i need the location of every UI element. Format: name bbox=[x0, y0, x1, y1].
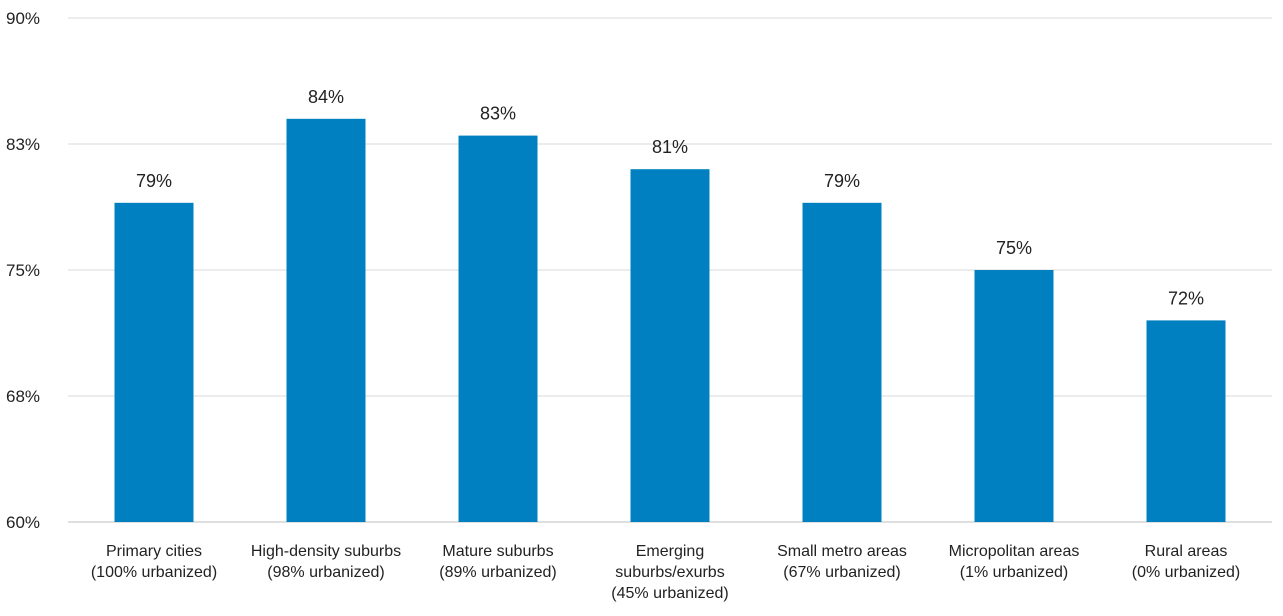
y-tick-label: 60% bbox=[6, 513, 40, 532]
y-tick-label: 90% bbox=[6, 9, 40, 28]
bar bbox=[1146, 320, 1226, 522]
x-tick-label: Primary cities (100% urbanized) bbox=[91, 543, 217, 581]
x-tick-label-line: (67% urbanized) bbox=[783, 564, 900, 581]
data-label: 84% bbox=[308, 87, 344, 107]
x-tick-label-line: (89% urbanized) bbox=[439, 564, 556, 581]
x-tick-label-line: (1% urbanized) bbox=[960, 564, 1069, 581]
bars bbox=[114, 118, 1226, 523]
bar bbox=[974, 270, 1054, 522]
x-tick-label-line: Small metro areas bbox=[777, 543, 907, 560]
data-label: 72% bbox=[1168, 288, 1204, 308]
x-tick-label: Mature suburbs (89% urbanized) bbox=[439, 543, 556, 581]
x-tick-label: Micropolitan areas (1% urbanized) bbox=[949, 543, 1080, 581]
data-label: 81% bbox=[652, 137, 688, 157]
bar bbox=[802, 202, 882, 523]
y-tick-label: 68% bbox=[6, 387, 40, 406]
x-tick-label-line: High-density suburbs bbox=[251, 543, 401, 560]
data-label: 75% bbox=[996, 238, 1032, 258]
bar bbox=[630, 169, 710, 522]
x-tick-label-line: Micropolitan areas bbox=[949, 543, 1080, 560]
data-labels: 79% 84% 83% 81% 79% 75% 72% bbox=[136, 87, 1204, 309]
x-tick-label: Rural areas (0% urbanized) bbox=[1132, 543, 1241, 581]
y-axis-ticks: 60% 68% 75% 83% 90% bbox=[6, 9, 40, 532]
x-tick-label-line: (98% urbanized) bbox=[267, 564, 384, 581]
data-label: 79% bbox=[824, 171, 860, 191]
x-tick-label-line: (100% urbanized) bbox=[91, 564, 217, 581]
x-axis-categories: Primary cities (100% urbanized) High-densi… bbox=[91, 543, 1240, 602]
bar bbox=[458, 135, 538, 522]
x-tick-label: Small metro areas (67% urbanized) bbox=[777, 543, 907, 581]
x-tick-label-line: Primary cities bbox=[106, 543, 202, 560]
x-tick-label-line: suburbs/exurbs bbox=[615, 564, 724, 581]
x-tick-label-line: Mature suburbs bbox=[442, 543, 553, 560]
x-tick-label: High-density suburbs (98% urbanized) bbox=[251, 543, 401, 581]
y-tick-label: 75% bbox=[6, 261, 40, 280]
data-label: 83% bbox=[480, 104, 516, 124]
x-tick-label-line: (0% urbanized) bbox=[1132, 564, 1241, 581]
bar bbox=[114, 202, 194, 523]
x-tick-label-line: (45% urbanized) bbox=[611, 585, 728, 602]
x-tick-label: Emerging suburbs/exurbs (45% urbanized) bbox=[611, 543, 728, 602]
x-tick-label-line: Emerging bbox=[636, 543, 704, 560]
y-tick-label: 83% bbox=[6, 135, 40, 154]
x-tick-label-line: Rural areas bbox=[1145, 543, 1228, 560]
data-label: 79% bbox=[136, 171, 172, 191]
bar bbox=[286, 118, 366, 523]
